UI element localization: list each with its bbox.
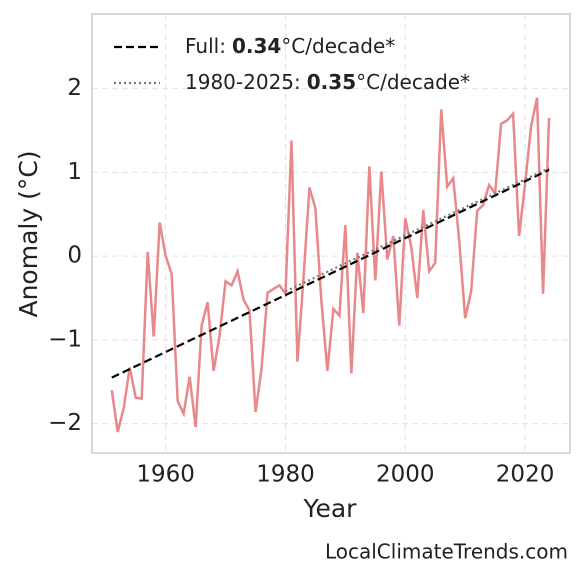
y-tick-label: 0 xyxy=(67,243,82,269)
legend-unit: °C/decade* xyxy=(281,34,395,58)
y-tick-label: 1 xyxy=(67,159,82,185)
trend-line xyxy=(111,168,550,379)
x-tick-label: 1980 xyxy=(256,462,315,488)
x-tick-label: 2020 xyxy=(496,462,555,488)
legend-label: 1980-2025: 0.35°C/decade* xyxy=(185,70,470,94)
legend-unit: °C/decade* xyxy=(356,70,470,94)
x-tick-label: 2000 xyxy=(376,462,435,488)
y-tick-label: −2 xyxy=(48,410,82,436)
legend-prefix: 1980-2025: xyxy=(185,70,301,94)
legend-rate: 0.34 xyxy=(232,34,281,58)
data-line xyxy=(110,97,551,433)
watermark: LocalClimateTrends.com xyxy=(325,540,568,564)
trend-line xyxy=(285,167,550,293)
legend-prefix: Full: xyxy=(185,34,226,58)
y-tick-label: −1 xyxy=(48,326,82,352)
y-axis-label: Anomaly (°C) xyxy=(14,150,43,317)
y-tick-label: 2 xyxy=(67,75,82,101)
plot-frame xyxy=(91,13,571,454)
legend-rate: 0.35 xyxy=(307,70,356,94)
legend-label: Full: 0.34°C/decade* xyxy=(185,34,395,58)
x-axis-label: Year xyxy=(303,494,358,523)
x-tick-label: 1960 xyxy=(136,462,195,488)
